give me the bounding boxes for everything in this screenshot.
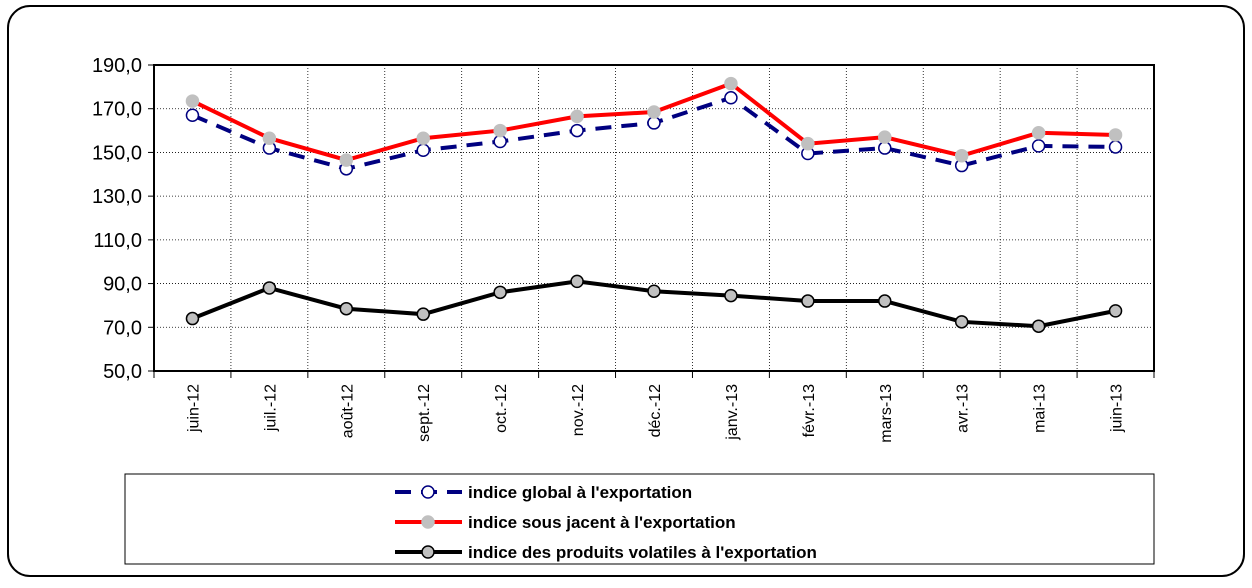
legend-label: indice global à l'exportation [468,483,692,502]
x-tick-label: sept.-12 [416,384,433,442]
y-tick-label: 50,0 [103,361,142,383]
legend-box [124,473,1155,565]
y-tick-label: 70,0 [103,317,142,339]
data-point [339,153,354,167]
legend-marker [421,515,435,529]
legend-label: indice sous jacent à l'exportation [468,513,736,532]
data-point [185,311,200,326]
data-point [801,294,815,308]
legend-marker [421,545,435,559]
data-point [954,148,969,163]
data-point [878,294,892,308]
x-tick-label: févr.-13 [801,384,818,437]
data-point [801,136,815,151]
data-point [1108,304,1123,318]
y-tick-label: 90,0 [103,274,142,296]
data-point [724,288,738,303]
data-point [339,301,354,316]
data-point [570,274,584,289]
data-point [416,143,430,157]
x-tick-label: mai-13 [1032,384,1049,433]
data-point [570,123,584,138]
x-tick-label: mars-13 [878,384,895,443]
data-point [570,109,584,124]
data-point [1031,319,1046,333]
x-tick-label: août-12 [339,384,356,438]
y-tick-label: 190,0 [92,55,142,77]
legend-marker [421,485,435,499]
x-tick-label: avr.-13 [955,384,972,433]
x-tick-label: nov.-12 [570,384,587,436]
x-tick-label: juin-13 [1109,384,1126,433]
y-tick-label: 170,0 [92,99,142,121]
legend-label: indice des produits volatiles à l'export… [468,543,817,562]
y-tick-label: 110,0 [93,230,142,252]
data-point [1031,126,1046,140]
data-point [493,285,507,300]
x-tick-label: juil.-12 [262,384,279,432]
data-point [416,307,430,321]
plot-area [153,64,1155,372]
data-point [416,131,430,145]
data-point [262,281,277,295]
data-point [1108,128,1123,142]
y-tick-label: 130,0 [92,186,142,208]
data-point [647,284,661,298]
data-point [262,131,277,145]
data-point [954,315,969,329]
data-point [724,76,738,91]
y-tick-label: 150,0 [92,142,142,164]
data-point [1031,139,1046,153]
data-point [493,123,507,138]
data-point [185,108,200,123]
data-point [185,94,200,108]
x-tick-label: déc.-12 [647,384,664,437]
x-tick-label: oct.-12 [493,384,510,433]
data-point [1108,140,1123,154]
x-tick-label: janv.-13 [724,384,741,441]
x-tick-label: juin-12 [185,384,202,433]
data-point [647,105,661,119]
data-point [724,91,738,105]
data-point [878,130,892,144]
